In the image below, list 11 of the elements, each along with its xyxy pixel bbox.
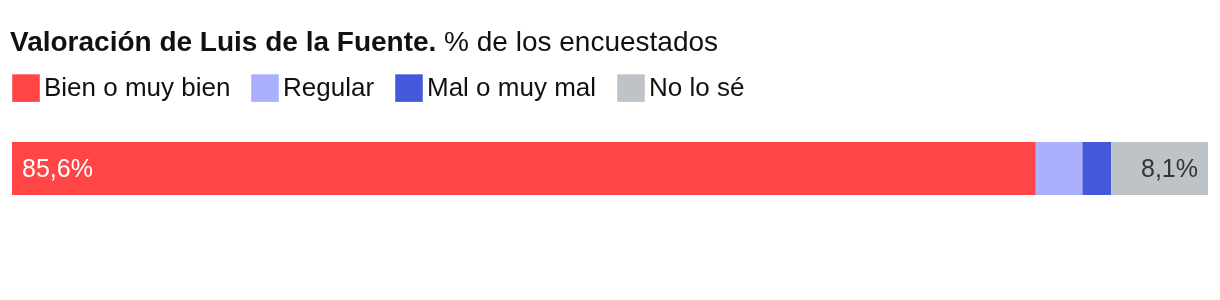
legend-label: Regular (283, 72, 375, 103)
bar (1111, 142, 1208, 195)
data-label: 85,6% (22, 153, 93, 182)
legend-label: Mal o muy mal (427, 72, 597, 103)
chart-subtitle: % de los encuestados (443, 26, 719, 57)
bar (1035, 142, 1083, 195)
legend-label: No lo sé (649, 72, 745, 103)
data-label: 8,1% (1141, 153, 1198, 182)
bar (1082, 142, 1112, 195)
chart-title: Valoración de Luis de la Fuente. (10, 26, 437, 57)
legend-label: Bien o muy bien (44, 72, 231, 103)
